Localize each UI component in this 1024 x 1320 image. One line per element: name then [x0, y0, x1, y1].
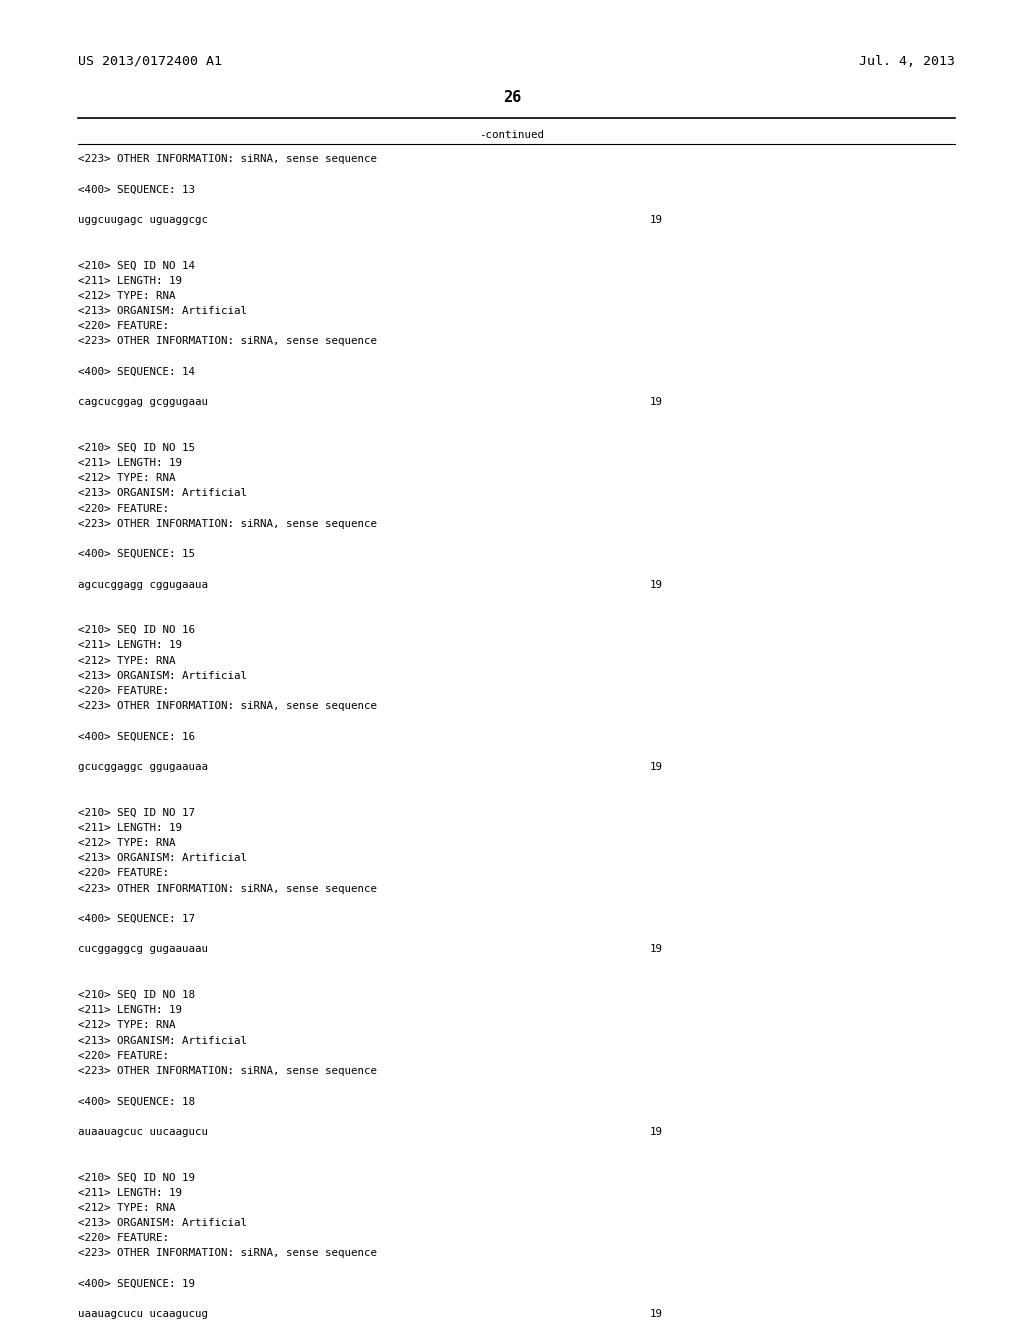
Text: <212> TYPE: RNA: <212> TYPE: RNA — [78, 838, 175, 847]
Text: 19: 19 — [650, 579, 663, 590]
Text: <210> SEQ ID NO 18: <210> SEQ ID NO 18 — [78, 990, 195, 1001]
Text: <400> SEQUENCE: 13: <400> SEQUENCE: 13 — [78, 185, 195, 194]
Text: Jul. 4, 2013: Jul. 4, 2013 — [859, 55, 955, 69]
Text: 19: 19 — [650, 1309, 663, 1319]
Text: <210> SEQ ID NO 19: <210> SEQ ID NO 19 — [78, 1172, 195, 1183]
Text: <211> LENGTH: 19: <211> LENGTH: 19 — [78, 1006, 182, 1015]
Text: 19: 19 — [650, 397, 663, 407]
Text: <210> SEQ ID NO 15: <210> SEQ ID NO 15 — [78, 442, 195, 453]
Text: 26: 26 — [503, 90, 521, 106]
Text: <400> SEQUENCE: 18: <400> SEQUENCE: 18 — [78, 1097, 195, 1106]
Text: <211> LENGTH: 19: <211> LENGTH: 19 — [78, 276, 182, 285]
Text: <400> SEQUENCE: 14: <400> SEQUENCE: 14 — [78, 367, 195, 376]
Text: <223> OTHER INFORMATION: siRNA, sense sequence: <223> OTHER INFORMATION: siRNA, sense se… — [78, 337, 377, 346]
Text: <210> SEQ ID NO 14: <210> SEQ ID NO 14 — [78, 260, 195, 271]
Text: <211> LENGTH: 19: <211> LENGTH: 19 — [78, 822, 182, 833]
Text: <400> SEQUENCE: 16: <400> SEQUENCE: 16 — [78, 731, 195, 742]
Text: <211> LENGTH: 19: <211> LENGTH: 19 — [78, 640, 182, 651]
Text: <212> TYPE: RNA: <212> TYPE: RNA — [78, 473, 175, 483]
Text: uaauagcucu ucaagucug: uaauagcucu ucaagucug — [78, 1309, 208, 1319]
Text: <211> LENGTH: 19: <211> LENGTH: 19 — [78, 1188, 182, 1197]
Text: <220> FEATURE:: <220> FEATURE: — [78, 686, 169, 696]
Text: <213> ORGANISM: Artificial: <213> ORGANISM: Artificial — [78, 853, 247, 863]
Text: <223> OTHER INFORMATION: siRNA, sense sequence: <223> OTHER INFORMATION: siRNA, sense se… — [78, 1249, 377, 1258]
Text: cagcucggag gcggugaau: cagcucggag gcggugaau — [78, 397, 208, 407]
Text: <220> FEATURE:: <220> FEATURE: — [78, 1051, 169, 1061]
Text: auaauagcuc uucaagucu: auaauagcuc uucaagucu — [78, 1127, 208, 1137]
Text: uggcuugagc uguaggcgc: uggcuugagc uguaggcgc — [78, 215, 208, 224]
Text: <223> OTHER INFORMATION: siRNA, sense sequence: <223> OTHER INFORMATION: siRNA, sense se… — [78, 701, 377, 711]
Text: -continued: -continued — [479, 129, 545, 140]
Text: <220> FEATURE:: <220> FEATURE: — [78, 1233, 169, 1243]
Text: US 2013/0172400 A1: US 2013/0172400 A1 — [78, 55, 222, 69]
Text: 19: 19 — [650, 1127, 663, 1137]
Text: 19: 19 — [650, 215, 663, 224]
Text: <220> FEATURE:: <220> FEATURE: — [78, 504, 169, 513]
Text: <210> SEQ ID NO 17: <210> SEQ ID NO 17 — [78, 808, 195, 817]
Text: <212> TYPE: RNA: <212> TYPE: RNA — [78, 1203, 175, 1213]
Text: <212> TYPE: RNA: <212> TYPE: RNA — [78, 290, 175, 301]
Text: <212> TYPE: RNA: <212> TYPE: RNA — [78, 656, 175, 665]
Text: <220> FEATURE:: <220> FEATURE: — [78, 321, 169, 331]
Text: <400> SEQUENCE: 19: <400> SEQUENCE: 19 — [78, 1279, 195, 1288]
Text: <223> OTHER INFORMATION: siRNA, sense sequence: <223> OTHER INFORMATION: siRNA, sense se… — [78, 1067, 377, 1076]
Text: <211> LENGTH: 19: <211> LENGTH: 19 — [78, 458, 182, 469]
Text: <212> TYPE: RNA: <212> TYPE: RNA — [78, 1020, 175, 1031]
Text: <213> ORGANISM: Artificial: <213> ORGANISM: Artificial — [78, 671, 247, 681]
Text: <220> FEATURE:: <220> FEATURE: — [78, 869, 169, 878]
Text: <213> ORGANISM: Artificial: <213> ORGANISM: Artificial — [78, 306, 247, 315]
Text: <213> ORGANISM: Artificial: <213> ORGANISM: Artificial — [78, 1036, 247, 1045]
Text: <213> ORGANISM: Artificial: <213> ORGANISM: Artificial — [78, 1218, 247, 1228]
Text: agcucggagg cggugaaua: agcucggagg cggugaaua — [78, 579, 208, 590]
Text: <213> ORGANISM: Artificial: <213> ORGANISM: Artificial — [78, 488, 247, 499]
Text: <223> OTHER INFORMATION: siRNA, sense sequence: <223> OTHER INFORMATION: siRNA, sense se… — [78, 883, 377, 894]
Text: <223> OTHER INFORMATION: siRNA, sense sequence: <223> OTHER INFORMATION: siRNA, sense se… — [78, 519, 377, 529]
Text: <400> SEQUENCE: 17: <400> SEQUENCE: 17 — [78, 913, 195, 924]
Text: 19: 19 — [650, 762, 663, 772]
Text: <223> OTHER INFORMATION: siRNA, sense sequence: <223> OTHER INFORMATION: siRNA, sense se… — [78, 154, 377, 164]
Text: <210> SEQ ID NO 16: <210> SEQ ID NO 16 — [78, 626, 195, 635]
Text: gcucggaggc ggugaauaa: gcucggaggc ggugaauaa — [78, 762, 208, 772]
Text: cucggaggcg gugaauaau: cucggaggcg gugaauaau — [78, 944, 208, 954]
Text: <400> SEQUENCE: 15: <400> SEQUENCE: 15 — [78, 549, 195, 560]
Text: 19: 19 — [650, 944, 663, 954]
